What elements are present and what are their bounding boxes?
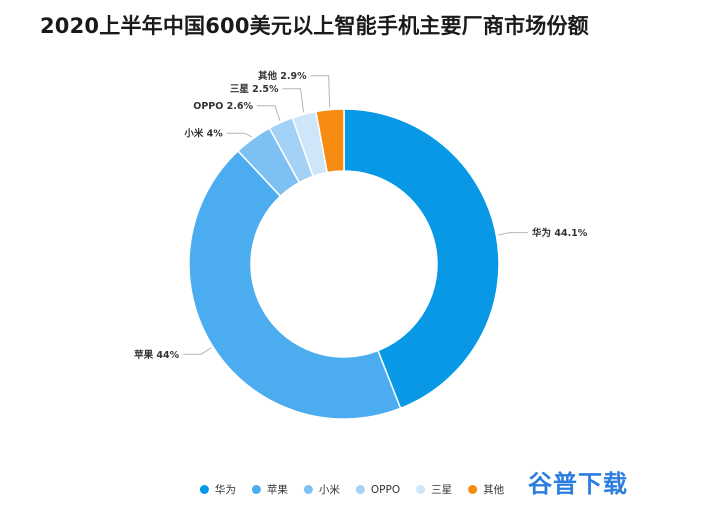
legend-label-小米: 小米 — [319, 483, 340, 496]
watermark-logo: 谷普下载 — [528, 470, 628, 498]
legend-swatch-华为 — [199, 485, 209, 494]
leader-line-OPPO — [257, 105, 281, 121]
legend-swatch-其他 — [468, 485, 478, 494]
leader-line-华为 — [498, 232, 529, 236]
legend-label-其他: 其他 — [483, 483, 504, 496]
slice-华为 — [343, 108, 500, 410]
legend-swatch-小米 — [303, 485, 313, 494]
leader-line-小米 — [226, 132, 253, 138]
data-label-其他: 其他 2.9% — [258, 70, 307, 82]
chart-title: 2020上半年中国600美元以上智能手机主要厂商市场份额 — [40, 14, 589, 38]
legend-swatch-OPPO — [355, 485, 365, 494]
leader-line-三星 — [282, 88, 305, 113]
data-label-OPPO: OPPO 2.6% — [193, 101, 253, 112]
legend-swatch-苹果 — [251, 485, 261, 494]
leader-line-其他 — [310, 75, 331, 108]
slice-其他 — [315, 108, 345, 174]
legend-label-三星: 三星 — [431, 484, 452, 496]
legend-swatch-三星 — [416, 485, 426, 494]
data-label-三星: 三星 2.5% — [230, 84, 279, 95]
data-label-华为: 华为 44.1% — [532, 227, 588, 239]
legend-label-OPPO: OPPO — [371, 484, 400, 496]
data-label-小米: 小米 4% — [183, 128, 223, 140]
data-label-苹果: 苹果 44% — [134, 349, 180, 361]
legend-label-华为: 华为 — [215, 483, 236, 496]
slice-苹果 — [188, 149, 402, 420]
leader-line-苹果 — [183, 347, 212, 355]
legend-label-苹果: 苹果 — [267, 483, 288, 496]
